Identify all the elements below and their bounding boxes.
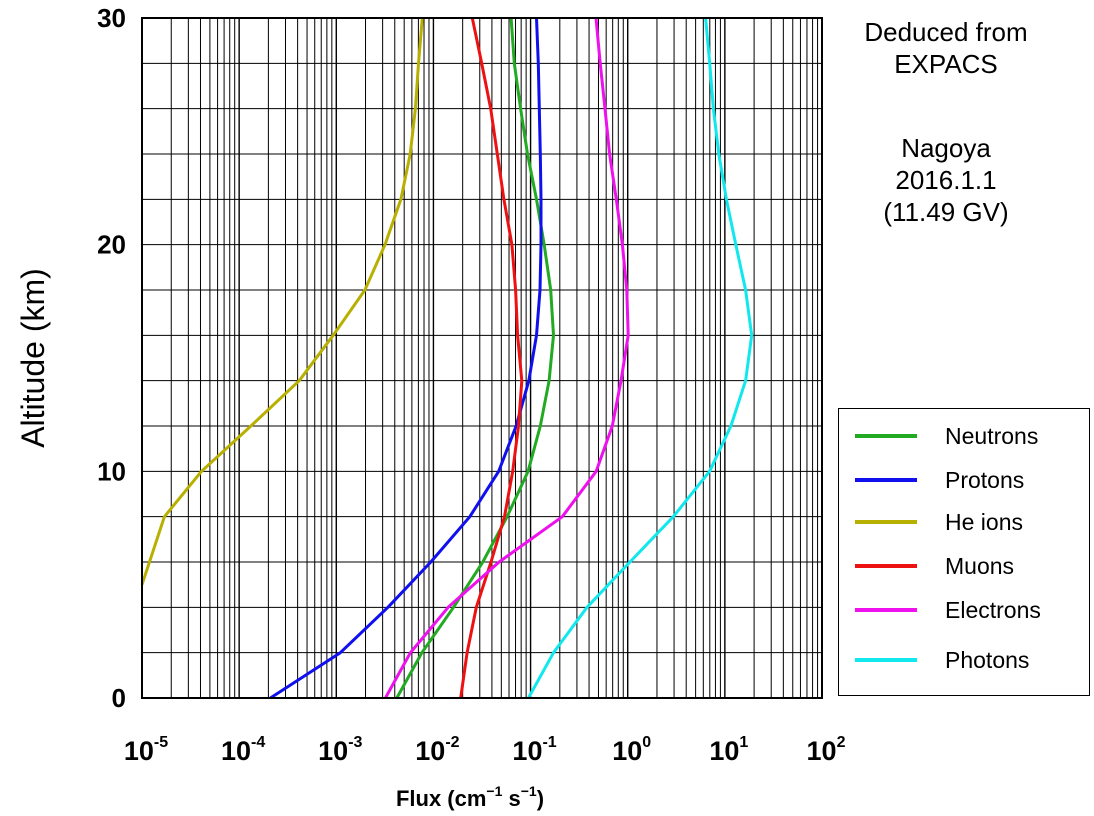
legend-swatch-he-ions (855, 520, 917, 524)
plot-frame (141, 17, 823, 699)
legend-swatch-muons (855, 564, 917, 568)
legend-item-he-ions: He ions (839, 507, 1089, 537)
legend-swatch-photons (855, 658, 917, 662)
x-tick-label: 10-4 (221, 734, 265, 766)
legend-label-protons: Protons (945, 467, 1025, 493)
series-line-neutrons (395, 17, 555, 699)
series-line-he-ions (140, 17, 424, 586)
x-tick-label: 10-2 (415, 734, 459, 766)
x-axis-label-base: Flux (cm (396, 786, 486, 811)
y-tick-labels: 0 10 20 30 (97, 3, 126, 713)
x-axis-label-end: ) (537, 786, 544, 811)
x-tick-label: 100 (612, 734, 651, 766)
legend-label-electrons: Electrons (945, 597, 1041, 623)
legend-label-photons: Photons (945, 647, 1030, 673)
series-line-muons (459, 17, 524, 699)
info-text-location: Nagoya 2016.1.1 (11.49 GV) (836, 132, 1056, 228)
series-line-protons (269, 17, 543, 700)
info-line-rigidity: (11.49 GV) (883, 197, 1009, 227)
legend-item-electrons: Electrons (839, 595, 1089, 625)
legend-item-neutrons: Neutrons (839, 421, 1089, 451)
grid (141, 18, 822, 698)
x-tick-label: 10-5 (124, 734, 168, 766)
x-axis-label-mid: s (502, 786, 520, 811)
info-line-location: Nagoya (901, 133, 991, 163)
legend-item-protons: Protons (839, 465, 1089, 495)
x-tick-label: 102 (807, 734, 846, 766)
legend-swatch-electrons (855, 608, 917, 612)
x-axis-label: Flux (cm−1 s−1) (396, 783, 544, 811)
series-lines (140, 17, 754, 700)
legend-swatch-neutrons (855, 434, 917, 438)
legend-label-neutrons: Neutrons (945, 423, 1039, 449)
legend-item-muons: Muons (839, 551, 1089, 581)
legend: Neutrons Protons He ions Muons Electrons… (838, 408, 1090, 696)
series-line-electrons (384, 17, 630, 699)
x-tick-label: 10-1 (512, 734, 556, 766)
legend-label-muons: Muons (945, 553, 1015, 579)
y-tick-label: 0 (112, 683, 126, 713)
y-tick-label: 20 (97, 230, 126, 260)
legend-swatch-protons (855, 478, 917, 482)
y-tick-label: 30 (97, 3, 126, 33)
x-axis-label-exp1: −1 (486, 783, 502, 799)
info-line-expacs: EXPACS (894, 49, 998, 79)
y-axis-label: Altitude (km) (15, 268, 51, 448)
info-text-source: Deduced from EXPACS (836, 16, 1056, 80)
info-line-deduced: Deduced from (864, 17, 1028, 47)
x-axis-label-exp2: −1 (521, 783, 537, 799)
x-tick-label: 10-3 (318, 734, 362, 766)
info-line-date: 2016.1.1 (895, 165, 997, 195)
legend-item-photons: Photons (839, 645, 1089, 675)
series-line-photons (527, 17, 754, 699)
y-tick-label: 10 (97, 456, 126, 486)
x-tick-label: 101 (709, 734, 748, 766)
legend-label-he-ions: He ions (945, 509, 1023, 535)
x-tick-labels: 10-5 10-4 10-3 10-2 10-1 100 101 102 (124, 734, 846, 766)
